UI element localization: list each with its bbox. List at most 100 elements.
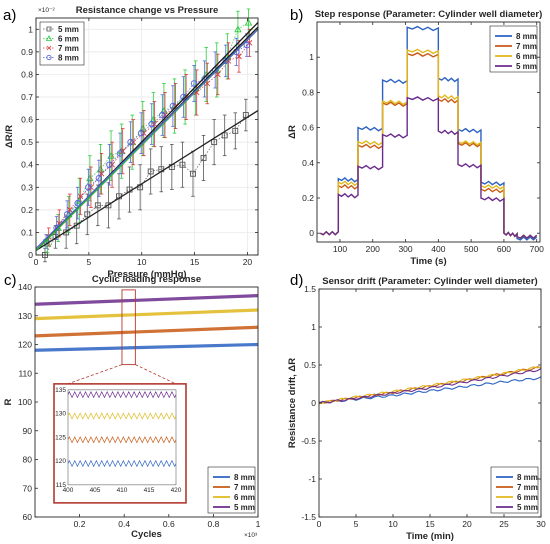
x-axis-label: Cycles	[131, 529, 162, 540]
y-tick-label: 0.4	[21, 160, 33, 170]
inset-border	[53, 383, 187, 504]
y-tick-label: 140	[18, 282, 32, 292]
plot-frame	[34, 286, 259, 518]
y-axis-label: Resistance drift, ΔR	[287, 358, 298, 448]
series-line-3	[34, 294, 259, 306]
panel-label: d)	[290, 272, 303, 289]
y-tick-label: 0.9	[21, 47, 33, 57]
series-line-3	[318, 368, 542, 404]
x-tick-label: 5	[354, 519, 359, 529]
x-tick-label: 100	[333, 244, 347, 254]
inset-y-tick-label: 120	[55, 458, 66, 465]
plot-frame	[318, 288, 542, 518]
series-connector	[44, 114, 247, 256]
x-tick-label: 25	[499, 519, 509, 529]
legend-entry: 6 mm	[234, 493, 255, 502]
data-point	[246, 40, 253, 46]
data-point	[179, 161, 186, 168]
data-point	[222, 57, 230, 65]
x-tick-label: 15	[425, 519, 435, 529]
x-tick-label: 15	[190, 257, 200, 267]
x-exponent: ×10³	[244, 532, 258, 539]
y-tick-label: 0.4	[302, 158, 314, 168]
x-axis-label: Time (s)	[410, 256, 446, 267]
legend-marker	[46, 45, 52, 51]
chart-title: Step response (Parameter: Cylinder well …	[315, 9, 543, 20]
inset-series-1	[67, 436, 177, 444]
y-axis-label: ΔR/R	[4, 125, 15, 148]
x-tick-label: 0	[34, 257, 39, 267]
data-point	[190, 80, 198, 87]
x-tick-label: 20	[462, 519, 472, 529]
data-point	[94, 202, 101, 209]
inset-x-tick-label: 410	[117, 487, 128, 494]
y-tick-label: 0.2	[21, 205, 33, 215]
y-axis-label: R	[3, 398, 14, 405]
x-axis-label: Pressure (mmHg)	[107, 269, 186, 280]
y-tick-label: 0.8	[302, 87, 314, 97]
y-tick-label: 0	[311, 398, 316, 408]
fit-line	[35, 28, 259, 249]
data-point	[116, 150, 124, 157]
y-tick-label: 110	[18, 368, 32, 378]
inset-x-tick-label: 415	[144, 487, 155, 494]
y-exponent: ×10⁻²	[38, 7, 55, 14]
legend-entry: 5 mm	[234, 503, 255, 512]
data-point	[148, 120, 156, 128]
series-line-3	[319, 96, 538, 240]
y-tick-label: 0.6	[21, 115, 33, 125]
data-point	[95, 175, 103, 182]
legend-box	[489, 25, 538, 73]
y-tick-label: -0.5	[301, 436, 316, 446]
y-tick-label: 1	[311, 322, 316, 332]
data-point	[127, 138, 134, 146]
y-tick-label: 0.5	[304, 360, 316, 370]
legend-entry: 7 mm	[58, 44, 79, 53]
series-0	[42, 98, 249, 263]
data-point	[200, 154, 207, 161]
y-tick-label: 0.1	[21, 227, 33, 237]
x-tick-label: 0.4	[118, 519, 130, 529]
x-tick-label: 700	[530, 244, 544, 254]
x-tick-label: 500	[464, 244, 478, 254]
x-tick-label: 0	[317, 519, 322, 529]
data-point	[234, 25, 242, 33]
y-tick-label: 100	[18, 397, 32, 407]
y-tick-label: 60	[23, 512, 33, 522]
panel-label: b)	[290, 7, 303, 24]
y-tick-label: 70	[23, 483, 33, 493]
inset-series-2	[67, 412, 177, 420]
x-axis-label: Time (min)	[406, 531, 454, 542]
zoom-connector	[135, 364, 181, 387]
legend-marker	[46, 26, 52, 32]
chart-title: Resistance change vs Pressure	[76, 5, 219, 16]
zoom-region	[121, 289, 136, 366]
inset-y-tick-label: 135	[55, 387, 66, 394]
legend-entry: 7 mm	[516, 42, 537, 51]
y-tick-label: 80	[23, 455, 33, 465]
panel-b: 100 200 300 400 500 600 700 0 0.2 0.4 0.6 0.8 1 Step …	[287, 7, 544, 267]
panel-c: 400 405 410 415 420 115 120 125 130 135 0.2 0.4 0.6 0…	[3, 272, 261, 540]
legend-entry: 6 mm	[517, 493, 538, 502]
series-line-1	[318, 366, 542, 404]
data-point	[74, 199, 82, 207]
data-point	[159, 111, 166, 119]
y-tick-label: 90	[23, 426, 33, 436]
legend-entry: 7 mm	[517, 483, 538, 492]
inset-frame	[67, 389, 177, 486]
legend-entry: 5 mm	[517, 503, 538, 512]
legend-entry: 6 mm	[58, 35, 79, 44]
inset-plot: 400 405 410 415 420 115 120 125 130 135	[53, 383, 187, 504]
x-tick-label: 0.6	[163, 519, 175, 529]
series-line-0	[318, 376, 542, 404]
y-tick-label: -1	[308, 474, 316, 484]
x-tick-label: 20	[243, 257, 253, 267]
x-tick-label: 300	[398, 244, 412, 254]
series-line-2	[318, 366, 542, 405]
fit-line	[35, 109, 259, 252]
legend-entry: 8 mm	[516, 32, 537, 41]
series-line-2	[34, 308, 259, 321]
x-tick-label: 200	[366, 244, 380, 254]
legend-box	[207, 466, 256, 514]
data-point	[147, 168, 154, 175]
